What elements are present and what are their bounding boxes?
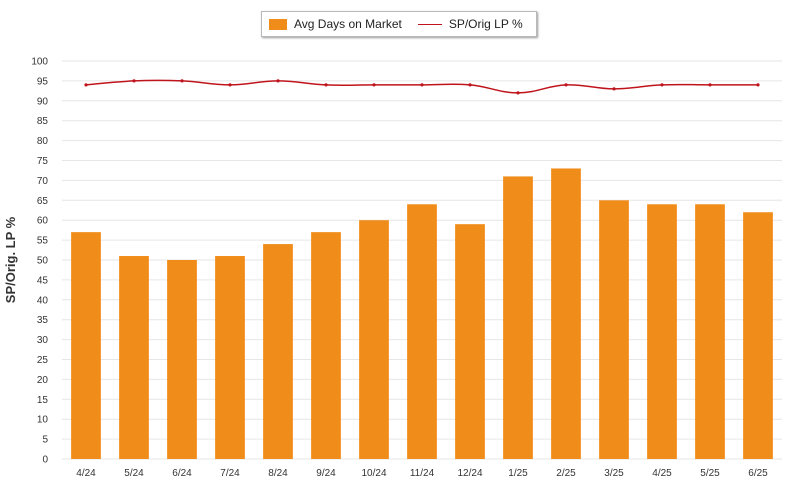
y-tick-label: 0 <box>42 455 48 466</box>
bar[interactable] <box>119 256 149 459</box>
y-tick-label: 30 <box>37 335 49 346</box>
x-tick-label: 7/24 <box>220 468 240 479</box>
legend-item-days-on-market[interactable]: Avg Days on Market <box>262 17 402 31</box>
x-tick-label: 12/24 <box>457 468 482 479</box>
x-tick-label: 4/25 <box>652 468 672 479</box>
legend-line-swatch <box>417 19 442 30</box>
bar[interactable] <box>503 176 533 460</box>
line-point[interactable] <box>132 79 136 83</box>
y-tick-label: 65 <box>37 196 49 207</box>
y-tick-label: 50 <box>37 256 49 267</box>
line-point[interactable] <box>84 83 88 87</box>
x-tick-label: 1/25 <box>508 468 528 479</box>
bar[interactable] <box>695 204 725 459</box>
bar[interactable] <box>215 256 245 459</box>
bar[interactable] <box>71 232 101 459</box>
y-tick-label: 55 <box>37 236 49 247</box>
line-path <box>85 79 758 94</box>
y-tick-label: 75 <box>37 156 49 167</box>
y-tick-label: 20 <box>37 375 49 386</box>
line-point[interactable] <box>708 83 712 87</box>
x-tick-label: 5/25 <box>700 468 720 479</box>
x-tick-label: 11/24 <box>410 468 435 479</box>
y-tick-label: 45 <box>37 275 49 286</box>
y-tick-label: 90 <box>37 96 49 107</box>
bar[interactable] <box>455 224 485 459</box>
y-tick-label: 85 <box>37 116 49 127</box>
line-point[interactable] <box>660 83 664 87</box>
y-tick-label: 40 <box>37 295 49 306</box>
legend-bar-swatch <box>269 18 287 30</box>
x-tick-label: 4/24 <box>76 468 96 479</box>
x-tick-label: 5/24 <box>124 468 144 479</box>
bar[interactable] <box>263 244 293 459</box>
line-point[interactable] <box>372 83 376 87</box>
legend-item-sp-orig-lp[interactable]: SP/Orig LP % <box>402 17 523 31</box>
y-tick-label: 100 <box>31 57 48 68</box>
legend-label-days-on-market: Avg Days on Market <box>294 17 402 31</box>
bar[interactable] <box>311 232 341 459</box>
y-axis-label: SP/Orig. LP % <box>3 216 18 303</box>
y-tick-label: 10 <box>37 415 49 426</box>
x-tick-label: 6/24 <box>172 468 192 479</box>
legend: Avg Days on Market SP/Orig LP % <box>261 11 537 37</box>
legend-label-sp-orig-lp: SP/Orig LP % <box>448 17 523 31</box>
x-tick-label: 10/24 <box>361 468 386 479</box>
y-tick-label: 60 <box>37 216 49 227</box>
y-tick-label: 70 <box>37 176 49 187</box>
y-tick-label: 5 <box>42 435 48 446</box>
x-tick-label: 6/25 <box>748 468 768 479</box>
x-tick-label: 2/25 <box>556 468 576 479</box>
bar[interactable] <box>551 168 581 459</box>
line-point[interactable] <box>564 83 568 87</box>
line-point[interactable] <box>612 87 616 91</box>
y-tick-label: 15 <box>37 395 49 406</box>
bar[interactable] <box>407 204 437 459</box>
line-point[interactable] <box>228 83 232 87</box>
x-axis: 4/24 5/24 6/24 7/24 8/24 9/24 10/24 11/24 12/24 1… <box>76 468 768 479</box>
line-point[interactable] <box>516 91 520 95</box>
bar[interactable] <box>359 220 389 459</box>
y-tick-label: 25 <box>37 355 49 366</box>
x-tick-label: 3/25 <box>604 468 624 479</box>
x-tick-label: 8/24 <box>268 468 288 479</box>
line-point[interactable] <box>420 83 424 87</box>
y-axis: 0 5 10 15 20 25 30 35 40 45 50 55 60 65 70 75 80 85 90 95 10… <box>31 57 48 466</box>
line-point[interactable] <box>324 83 328 87</box>
x-tick-label: 9/24 <box>316 468 336 479</box>
line-point[interactable] <box>276 79 280 83</box>
bar[interactable] <box>167 260 197 459</box>
line-point[interactable] <box>468 83 472 87</box>
bar[interactable] <box>647 204 677 459</box>
bar-series <box>71 168 773 460</box>
line-series <box>84 79 760 95</box>
line-point[interactable] <box>180 79 184 83</box>
y-tick-label: 35 <box>37 315 49 326</box>
y-tick-label: 95 <box>37 76 49 87</box>
bar[interactable] <box>743 212 773 459</box>
line-point[interactable] <box>756 83 760 87</box>
bar[interactable] <box>599 200 629 460</box>
y-tick-label: 80 <box>37 136 49 147</box>
